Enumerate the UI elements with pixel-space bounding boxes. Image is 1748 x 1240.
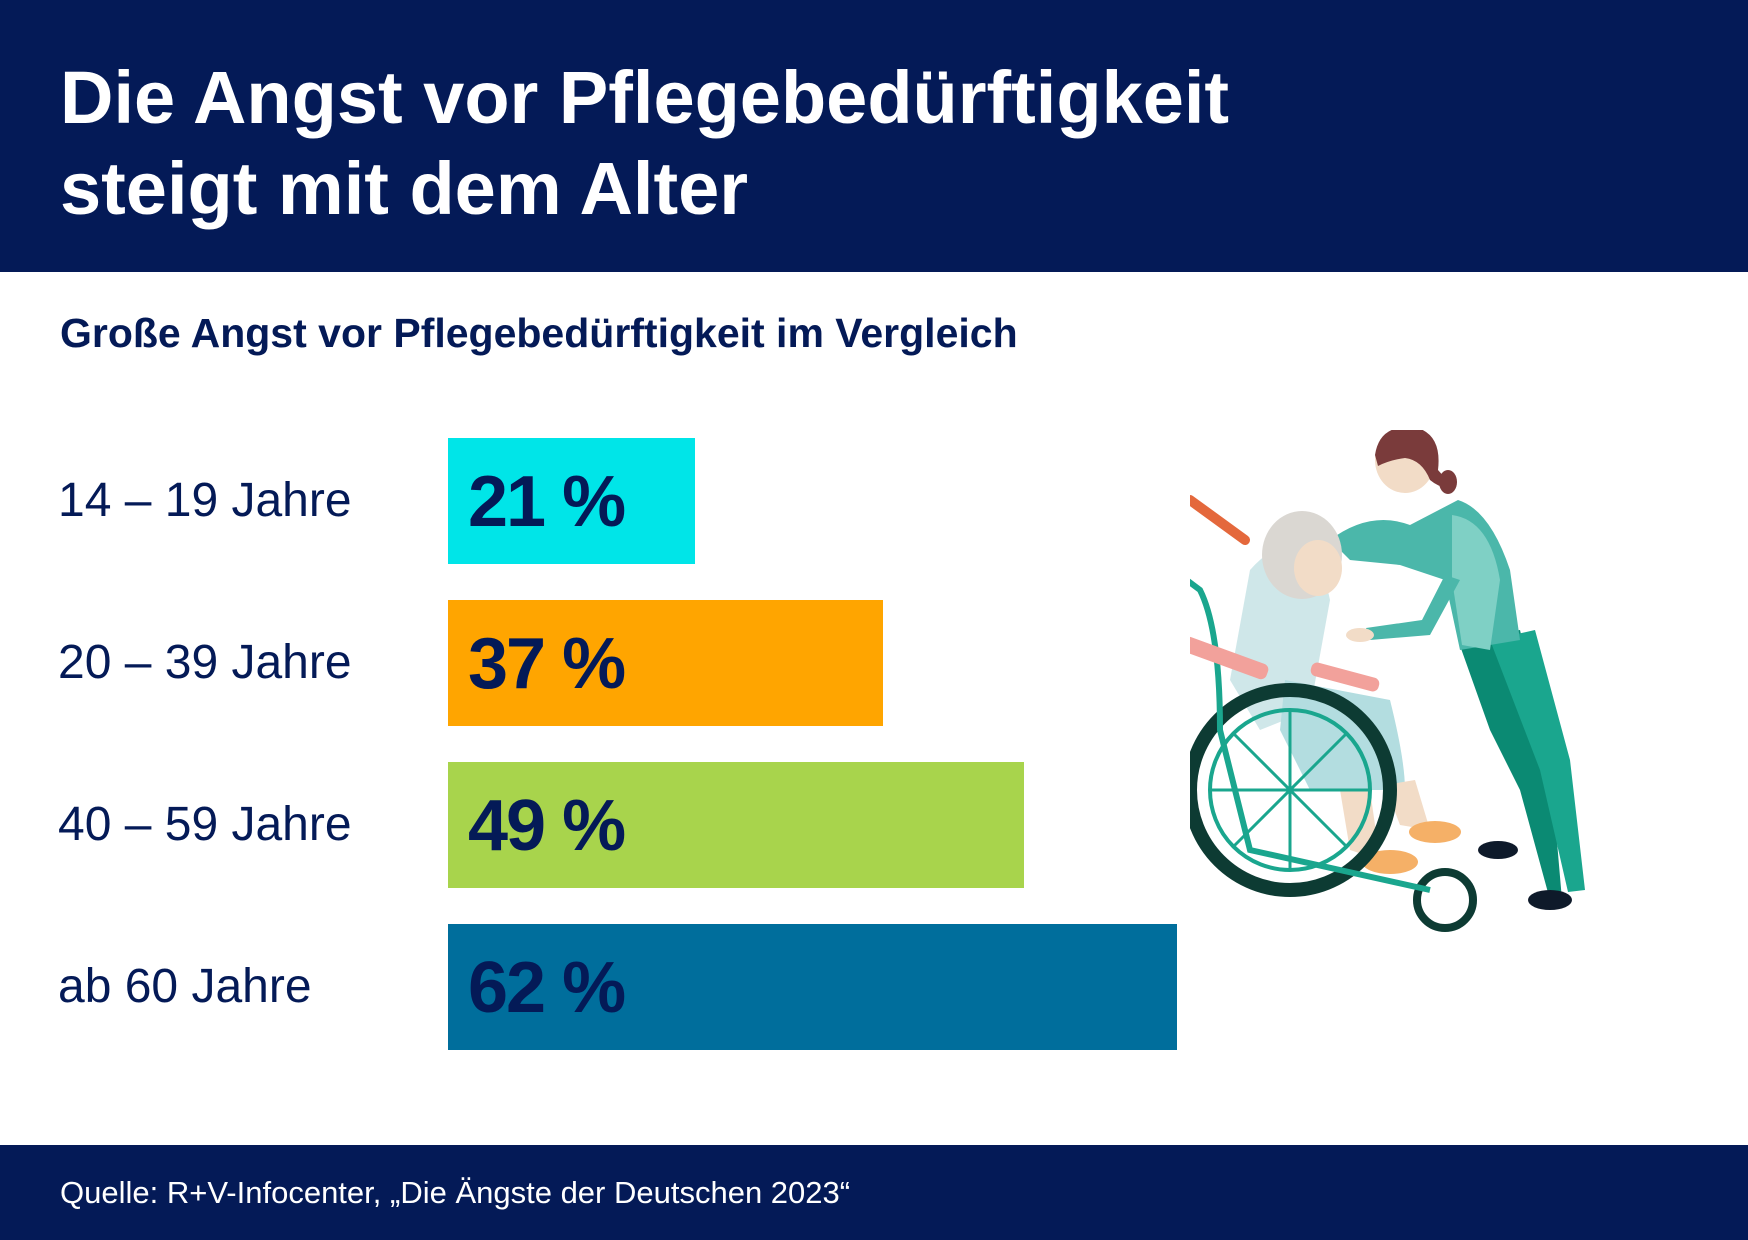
bar: 62 % [448,924,1177,1050]
bar-value-label: 37 % [468,624,626,704]
bar-value-label: 62 % [468,948,626,1028]
bar: 37 % [448,600,883,726]
chart-subtitle: Große Angst vor Pflegebedürftigkeit im V… [60,310,1018,356]
title-line-2: steigt mit dem Alter [60,147,749,230]
page-title: Die Angst vor Pflegebedürftigkeit steigt… [60,52,1560,234]
source-note: Quelle: R+V-Infocenter, „Die Ängste der … [60,1175,851,1210]
bar: 21 % [448,438,695,564]
header-banner: Die Angst vor Pflegebedürftigkeit steigt… [0,0,1748,272]
bar-value-label: 21 % [468,462,626,542]
nurse-with-wheelchair-patient-icon [1190,430,1585,932]
category-label: ab 60 Jahre [58,960,312,1013]
title-line-1: Die Angst vor Pflegebedürftigkeit [60,56,1230,139]
bar: 49 % [448,762,1024,888]
footer-banner: Quelle: R+V-Infocenter, „Die Ängste der … [0,1145,1748,1240]
category-label: 20 – 39 Jahre [58,636,352,689]
bar-value-label: 49 % [468,786,626,866]
bar-chart: 14 – 19 Jahre 21 % 20 – 39 Jahre 37 % 40 – 5… [0,420,1748,1060]
category-label: 40 – 59 Jahre [58,798,352,851]
category-label: 14 – 19 Jahre [58,474,352,527]
